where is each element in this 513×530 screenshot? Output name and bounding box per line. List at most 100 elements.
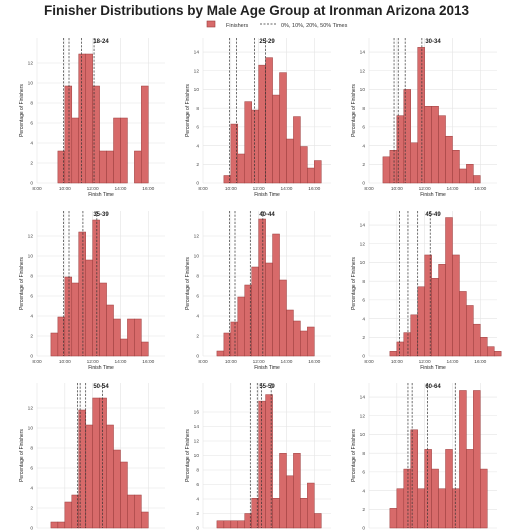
histogram-bar <box>113 117 121 184</box>
y-tick-label: 14 <box>194 424 200 430</box>
y-tick-label: 10 <box>360 87 366 93</box>
histogram-bar <box>120 338 128 357</box>
x-tick-label: 14:00 <box>114 186 126 192</box>
x-tick-label: 14:00 <box>446 186 458 192</box>
histogram-bar <box>99 150 107 184</box>
y-tick-label: 6 <box>196 482 199 488</box>
histogram-bar <box>293 116 301 184</box>
histogram-bar <box>272 498 280 529</box>
y-tick-label: 4 <box>196 314 199 320</box>
y-tick-label: 16 <box>194 410 200 416</box>
y-tick-label: 10 <box>194 254 200 260</box>
panel-title: 50-54 <box>93 384 109 390</box>
y-tick-label: 6 <box>362 470 365 476</box>
y-tick-label: 10 <box>194 87 200 93</box>
histogram-bar <box>417 47 425 184</box>
histogram-bar <box>300 146 308 184</box>
histogram-bar <box>64 85 73 184</box>
y-tick-label: 12 <box>194 439 200 445</box>
y-tick-label: 2 <box>30 334 33 340</box>
x-tick-label: 10:00 <box>59 359 71 365</box>
y-tick-label: 10 <box>28 426 34 432</box>
y-tick-label: 8 <box>362 451 365 457</box>
histogram-bar <box>258 218 266 357</box>
panel-60-64: 8:0010:0012:0014:0016:000246810121460-64… <box>351 383 497 530</box>
histogram-bar <box>57 521 66 529</box>
y-axis-label: Percentage of Finishers <box>19 257 25 310</box>
histogram-bar <box>452 150 460 184</box>
y-tick-label: 6 <box>362 298 365 304</box>
legend-percentile-label: 0%, 10%, 20%, 50% Times <box>281 23 348 29</box>
histogram-bar <box>403 332 411 357</box>
histogram-bar <box>300 330 308 357</box>
histogram-bar <box>64 501 73 529</box>
y-tick-label: 8 <box>30 274 33 280</box>
histogram-bar <box>493 351 502 357</box>
y-tick-label: 12 <box>28 406 34 412</box>
x-tick-label: 10:00 <box>59 186 71 192</box>
panel-title: 40-44 <box>259 212 275 218</box>
histogram-bar <box>293 453 301 529</box>
histogram-bar <box>459 168 467 184</box>
x-tick-label: 10:00 <box>391 359 403 365</box>
histogram-bar <box>286 138 294 184</box>
histogram-bar <box>445 217 453 357</box>
x-axis-label: Finish Time <box>420 192 446 198</box>
y-tick-label: 4 <box>362 143 365 149</box>
histogram-bar <box>417 488 425 529</box>
x-tick-label: 10:00 <box>225 359 237 365</box>
x-axis-label: Finish Time <box>254 192 280 198</box>
y-axis-label: Percentage of Finishers <box>185 84 191 137</box>
y-tick-label: 14 <box>360 395 366 401</box>
y-tick-label: 6 <box>196 294 199 300</box>
y-tick-label: 2 <box>196 334 199 340</box>
y-tick-label: 8 <box>362 279 365 285</box>
histogram-bar <box>230 123 239 184</box>
y-tick-label: 14 <box>360 223 366 229</box>
y-tick-label: 2 <box>196 162 199 168</box>
histogram-bar <box>141 511 149 529</box>
histogram-bar <box>106 304 114 357</box>
histogram-bar <box>127 494 135 529</box>
y-axis-label: Percentage of Finishers <box>351 257 357 310</box>
y-axis-label: Percentage of Finishers <box>185 257 191 310</box>
histogram-bar <box>293 320 301 357</box>
panel-50-54: 8:0010:0012:0014:0016:0002468101250-54Fi… <box>19 383 165 530</box>
x-tick-label: 12:00 <box>419 359 431 365</box>
histogram-bar <box>230 321 239 357</box>
panel-title: 55-59 <box>259 384 275 390</box>
legend-finishers-label: Finishers <box>226 23 249 29</box>
x-tick-label: 10:00 <box>225 186 237 192</box>
histogram-bar <box>466 164 474 184</box>
y-tick-label: 4 <box>196 143 199 149</box>
histogram-bar <box>286 309 294 357</box>
y-tick-label: 2 <box>30 161 33 167</box>
x-tick-label: 10:00 <box>391 186 403 192</box>
y-tick-label: 4 <box>30 141 33 147</box>
y-tick-label: 12 <box>360 68 366 74</box>
histogram-bar <box>314 160 322 184</box>
histogram-bar <box>134 150 142 184</box>
panel-55-59: 8:0010:0012:0014:0016:00024681012141655-… <box>185 383 331 530</box>
histogram-bar <box>431 106 439 184</box>
x-tick-label: 8:00 <box>32 359 42 365</box>
histogram-bar <box>410 314 418 357</box>
histogram-bar <box>300 498 308 529</box>
x-tick-label: 12:00 <box>419 186 431 192</box>
histogram-bar <box>272 94 280 184</box>
y-tick-label: 0 <box>196 526 199 530</box>
histogram-bar <box>258 400 266 529</box>
histogram-bar <box>424 449 432 529</box>
panel-25-29: 8:00 10:00 12:00 14:00 16:00 0 2 4 6 8 10 12 14 25-29… <box>185 38 331 198</box>
histogram-bar <box>417 286 425 357</box>
histogram-bar <box>57 150 66 184</box>
histogram-bar <box>106 424 114 529</box>
x-tick-label: 16:00 <box>308 186 320 192</box>
x-tick-label: 16:00 <box>474 186 486 192</box>
histogram-bar <box>286 475 294 529</box>
y-tick-label: 12 <box>194 234 200 240</box>
y-tick-label: 8 <box>362 106 365 112</box>
panel-40-44: 8:00 10:00 12:00 14:00 16:00 0 2 4 6 8 10 12 40-44 Fi… <box>185 211 331 371</box>
histogram-bar <box>50 521 59 529</box>
y-tick-label: 12 <box>28 61 34 67</box>
